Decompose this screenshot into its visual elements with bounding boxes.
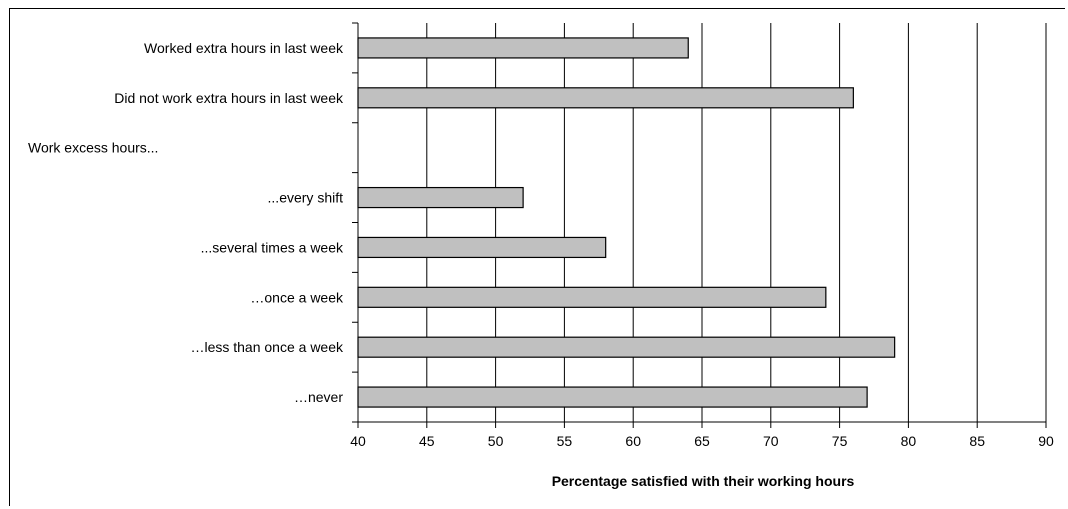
bar-6 bbox=[357, 336, 896, 358]
bar-7 bbox=[357, 386, 868, 408]
bar-3 bbox=[357, 186, 524, 209]
bar-1 bbox=[357, 87, 854, 109]
axes bbox=[352, 22, 1047, 428]
x-tick-label-90: 90 bbox=[1038, 433, 1054, 449]
x-tick-label-60: 60 bbox=[625, 433, 641, 449]
category-label-7: …never bbox=[294, 389, 343, 405]
x-axis-title: Percentage satisfied with their working … bbox=[552, 473, 855, 489]
x-tick-label-70: 70 bbox=[763, 433, 779, 449]
category-label-0: Worked extra hours in last week bbox=[144, 40, 344, 56]
category-label-4: ...several times a week bbox=[201, 239, 344, 255]
category-label-5: …once a week bbox=[250, 289, 344, 305]
category-label-1: Did not work extra hours in last week bbox=[114, 90, 344, 106]
x-tick-label-50: 50 bbox=[488, 433, 504, 449]
bars bbox=[357, 37, 896, 408]
bar-0 bbox=[357, 37, 689, 59]
bar-4 bbox=[357, 236, 607, 259]
chart-frame bbox=[9, 8, 1065, 506]
bar-5 bbox=[357, 286, 827, 308]
x-tick-label-85: 85 bbox=[969, 433, 985, 449]
x-tick-label-55: 55 bbox=[557, 433, 573, 449]
category-label-2: Work excess hours... bbox=[28, 140, 158, 156]
x-tick-label-40: 40 bbox=[350, 433, 366, 449]
x-tick-label-80: 80 bbox=[901, 433, 917, 449]
category-label-6: …less than once a week bbox=[190, 339, 344, 355]
x-tick-label-65: 65 bbox=[694, 433, 710, 449]
x-tick-label-45: 45 bbox=[419, 433, 435, 449]
category-labels: Worked extra hours in last week Did not w… bbox=[28, 40, 344, 405]
x-tick-label-75: 75 bbox=[832, 433, 848, 449]
tick-labels: 40 45 50 55 60 65 70 75 80 85 90 bbox=[350, 433, 1054, 449]
gridlines bbox=[426, 23, 1047, 422]
category-label-3: ...every shift bbox=[268, 190, 344, 206]
